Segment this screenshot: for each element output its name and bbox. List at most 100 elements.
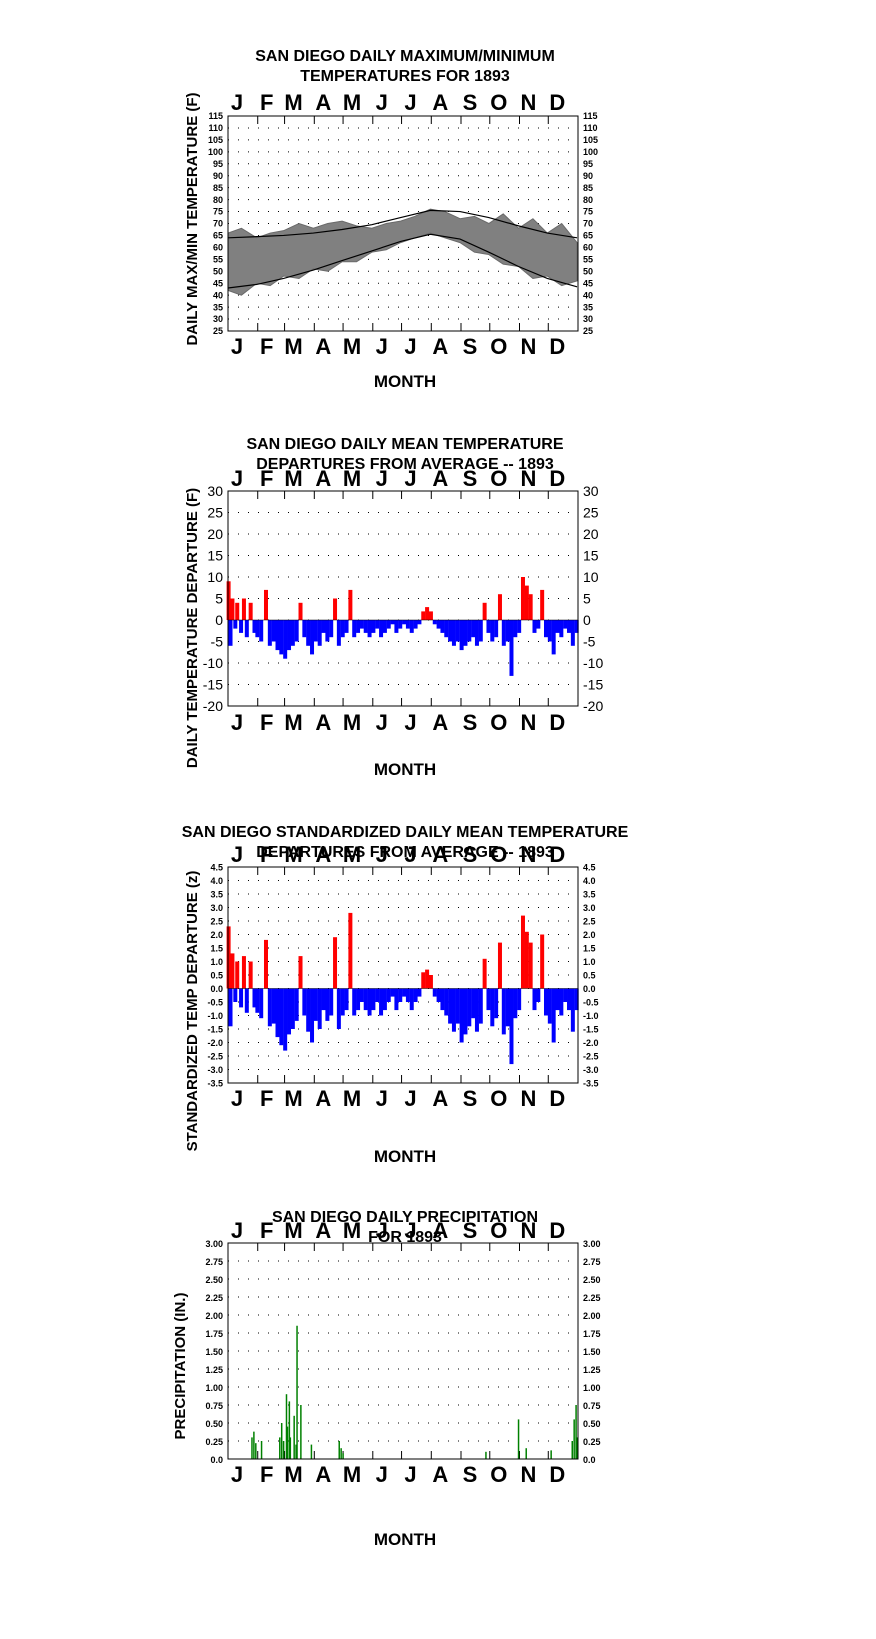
month-label-top: M	[343, 1218, 361, 1243]
negative-departure-bar	[490, 620, 495, 642]
month-label-top: J	[404, 90, 416, 115]
y-tick-label-right: 2.5	[583, 917, 596, 927]
month-label-bottom: N	[521, 1462, 537, 1487]
standardized-departure-chart: SAN DIEGO STANDARDIZED DAILY MEAN TEMPER…	[182, 824, 629, 1166]
positive-departure-bar	[520, 915, 525, 989]
y-tick-label-right: 0.5	[583, 971, 596, 981]
month-label-top: O	[490, 1218, 507, 1243]
x-axis-label: MONTH	[374, 1147, 436, 1166]
x-axis-label: MONTH	[374, 1530, 436, 1549]
negative-departure-bar	[505, 988, 510, 1027]
y-tick-label-left: 4.5	[210, 863, 223, 873]
month-label-top: J	[404, 842, 416, 867]
month-label-bottom: M	[284, 1086, 302, 1111]
month-label-top: S	[463, 466, 478, 491]
negative-departure-bar	[467, 988, 472, 1027]
positive-departure-bar	[226, 581, 231, 620]
y-tick-label-right: 2.25	[583, 1293, 601, 1303]
y-tick-label-right: 70	[583, 219, 593, 229]
month-label-top: A	[315, 466, 331, 491]
negative-departure-bar	[490, 988, 495, 1027]
y-tick-label-left: 35	[213, 302, 223, 312]
y-tick-label-left: 0.0	[210, 984, 223, 994]
negative-departure-bar	[228, 620, 233, 646]
negative-departure-bar	[440, 988, 445, 1011]
negative-departure-bar	[532, 620, 537, 633]
y-tick-label-right: 50	[583, 266, 593, 276]
month-label-bottom: A	[432, 1086, 448, 1111]
negative-departure-bar	[451, 988, 456, 1032]
negative-departure-bar	[359, 620, 364, 629]
positive-departure-bar	[428, 611, 433, 620]
chart-title-line2: DEPARTURES FROM AVERAGE -- 1893	[256, 456, 554, 473]
month-label-bottom: A	[432, 1462, 448, 1487]
negative-departure-bar	[463, 620, 468, 646]
month-label-bottom: J	[404, 710, 416, 735]
negative-departure-bar	[394, 620, 399, 633]
month-label-top: M	[343, 842, 361, 867]
negative-departure-bar	[233, 988, 238, 1002]
month-label-bottom: D	[549, 1086, 565, 1111]
negative-departure-bar	[371, 620, 376, 633]
y-tick-label-left: 80	[213, 195, 223, 205]
positive-departure-bar	[528, 942, 533, 989]
negative-departure-bar	[239, 620, 244, 633]
positive-departure-bar	[482, 958, 487, 989]
negative-departure-bar	[294, 620, 299, 642]
month-label-bottom: F	[260, 334, 273, 359]
y-tick-label-left: 2.00	[205, 1311, 223, 1321]
y-tick-label-right: 45	[583, 278, 593, 288]
positive-departure-bar	[333, 598, 338, 620]
y-tick-label-left: 4.0	[210, 876, 223, 886]
month-label-top: J	[231, 1218, 243, 1243]
month-label-bottom: N	[521, 334, 537, 359]
y-tick-label-right: 1.5	[583, 944, 596, 954]
y-tick-label-left: 2.5	[210, 917, 223, 927]
positive-departure-bar	[333, 937, 338, 989]
negative-departure-bar	[517, 988, 522, 1011]
y-axis-label: STANDARDIZED TEMP DEPARTURE (z)	[184, 871, 201, 1152]
negative-departure-bar	[436, 620, 441, 629]
month-label-top: M	[284, 466, 302, 491]
month-label-bottom: S	[463, 1462, 478, 1487]
negative-departure-bar	[325, 988, 330, 1021]
negative-departure-bar	[259, 620, 264, 642]
y-tick-label-right: 2.75	[583, 1257, 601, 1267]
y-tick-label-left: 2.25	[205, 1293, 223, 1303]
y-tick-label-left: 2.50	[205, 1275, 223, 1285]
chart-title-line1: SAN DIEGO DAILY MAXIMUM/MINIMUM	[255, 48, 555, 65]
y-tick-label-right: 115	[583, 111, 598, 121]
y-tick-label-right: -2.0	[583, 1038, 599, 1048]
y-tick-label-left: -3.5	[207, 1079, 223, 1089]
negative-departure-bar	[290, 988, 295, 1029]
positive-departure-bar	[241, 598, 246, 620]
y-tick-label-right: 40	[583, 290, 593, 300]
negative-departure-bar	[494, 988, 499, 1019]
month-label-bottom: A	[315, 1462, 331, 1487]
negative-departure-bar	[306, 620, 311, 646]
positive-departure-bar	[248, 961, 253, 989]
negative-departure-bar	[255, 620, 260, 638]
negative-departure-bar	[352, 988, 357, 1016]
month-label-top: D	[549, 1218, 565, 1243]
y-tick-label-left: -2.0	[207, 1038, 223, 1048]
month-label-top: J	[231, 466, 243, 491]
positive-departure-bar	[524, 585, 529, 620]
observed-temp-band	[227, 208, 578, 296]
negative-departure-bar	[340, 988, 345, 1016]
plot-frame	[227, 866, 579, 1084]
positive-departure-bar	[482, 602, 487, 620]
y-tick-label-left: 0	[215, 612, 223, 628]
negative-departure-bar	[275, 620, 280, 651]
month-label-bottom: A	[432, 710, 448, 735]
y-tick-label-left: 2.0	[210, 930, 223, 940]
month-label-top: A	[432, 1218, 448, 1243]
negative-departure-bar	[444, 988, 449, 1016]
y-tick-label-right: -1.0	[583, 1011, 599, 1021]
negative-departure-bar	[228, 988, 233, 1027]
positive-departure-bar	[425, 607, 430, 620]
y-tick-label-right: 25	[583, 326, 593, 336]
month-label-bottom: D	[549, 334, 565, 359]
y-tick-label-right: 25	[583, 504, 599, 520]
negative-departure-bar	[239, 988, 244, 1008]
